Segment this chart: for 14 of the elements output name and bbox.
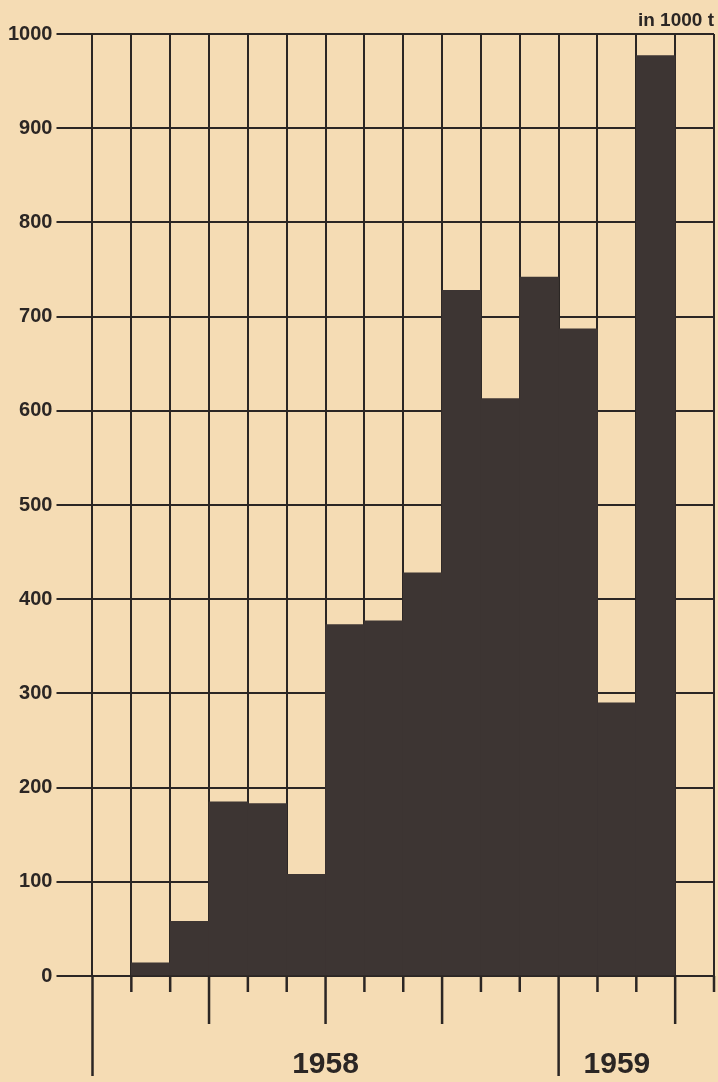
y-tick-label: 0 — [41, 963, 53, 986]
y-tick-label: 600 — [19, 398, 53, 421]
y-tick-label: 700 — [19, 304, 53, 327]
y-tick-label: 400 — [19, 586, 53, 609]
y-tick-label: 300 — [19, 680, 53, 703]
y-axis-title: in 1000 t — [637, 8, 715, 30]
y-tick-label: 200 — [19, 775, 53, 798]
y-tick-label: 1000 — [7, 21, 53, 44]
y-tick-label: 100 — [19, 869, 53, 892]
y-tick-label: 500 — [19, 492, 53, 515]
y-tick-label: 900 — [19, 115, 53, 138]
y-tick-label: 800 — [19, 209, 53, 232]
text: 1958 — [292, 1046, 359, 1080]
text: 1959 — [583, 1046, 651, 1080]
